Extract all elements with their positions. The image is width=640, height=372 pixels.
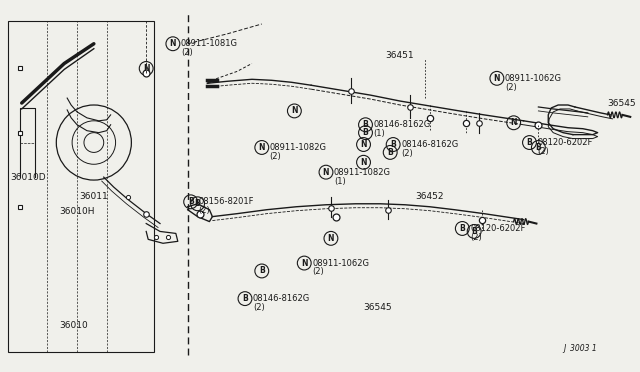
Text: B: B: [390, 140, 396, 149]
Text: (1): (1): [373, 129, 385, 138]
Text: B: B: [188, 197, 193, 206]
Text: 08146-8162G: 08146-8162G: [401, 140, 458, 149]
Text: 36545: 36545: [364, 303, 392, 312]
Text: B: B: [460, 224, 465, 233]
Text: N: N: [259, 143, 265, 152]
Text: 08146-8162G: 08146-8162G: [373, 120, 431, 129]
Text: (1): (1): [334, 177, 346, 186]
Text: 36545: 36545: [607, 99, 636, 108]
Text: N: N: [291, 106, 298, 115]
Text: N: N: [493, 74, 500, 83]
Text: 08911-1062G: 08911-1062G: [505, 74, 562, 83]
Text: B: B: [259, 266, 265, 275]
Text: 08120-6202F: 08120-6202F: [470, 224, 525, 233]
Text: 36010D: 36010D: [10, 173, 45, 182]
Bar: [8, 21, 154, 352]
Text: (2): (2): [198, 206, 211, 215]
Text: (2): (2): [180, 48, 193, 57]
Text: J  3003 1: J 3003 1: [563, 343, 597, 353]
Text: 08120-6202F: 08120-6202F: [538, 138, 593, 147]
Text: (2): (2): [470, 233, 482, 242]
Text: 08156-8201F: 08156-8201F: [198, 197, 254, 206]
Text: 36451: 36451: [385, 51, 414, 60]
Text: N: N: [328, 234, 334, 243]
Text: (2): (2): [505, 83, 516, 92]
Text: 08911-1082G: 08911-1082G: [269, 143, 326, 152]
Text: B: B: [536, 143, 541, 152]
Text: (2): (2): [401, 149, 413, 158]
Text: (2): (2): [538, 147, 549, 156]
Text: 36010H: 36010H: [60, 207, 95, 216]
Text: B: B: [363, 128, 369, 137]
Text: 36452: 36452: [415, 192, 444, 201]
Text: (2): (2): [269, 152, 282, 161]
Text: N: N: [360, 140, 367, 149]
Text: N: N: [143, 64, 150, 73]
Text: (2): (2): [253, 303, 265, 312]
Text: B: B: [195, 199, 200, 208]
Text: 08911-1062G: 08911-1062G: [312, 259, 369, 267]
Text: B: B: [471, 227, 477, 236]
Text: 36011: 36011: [79, 192, 108, 201]
Text: B: B: [527, 138, 532, 147]
Text: N: N: [323, 168, 329, 177]
Text: 08146-8162G: 08146-8162G: [253, 294, 310, 303]
Text: 08911-1081G: 08911-1081G: [180, 39, 238, 48]
Text: 08911-1082G: 08911-1082G: [334, 168, 391, 177]
Text: B: B: [387, 148, 393, 157]
Text: N: N: [511, 118, 517, 127]
Text: 36010: 36010: [60, 321, 88, 330]
Text: N: N: [301, 259, 307, 267]
Text: B: B: [363, 120, 369, 129]
Text: (2): (2): [312, 267, 324, 276]
Text: B: B: [242, 294, 248, 303]
Text: N: N: [360, 158, 367, 167]
Text: N: N: [170, 39, 176, 48]
